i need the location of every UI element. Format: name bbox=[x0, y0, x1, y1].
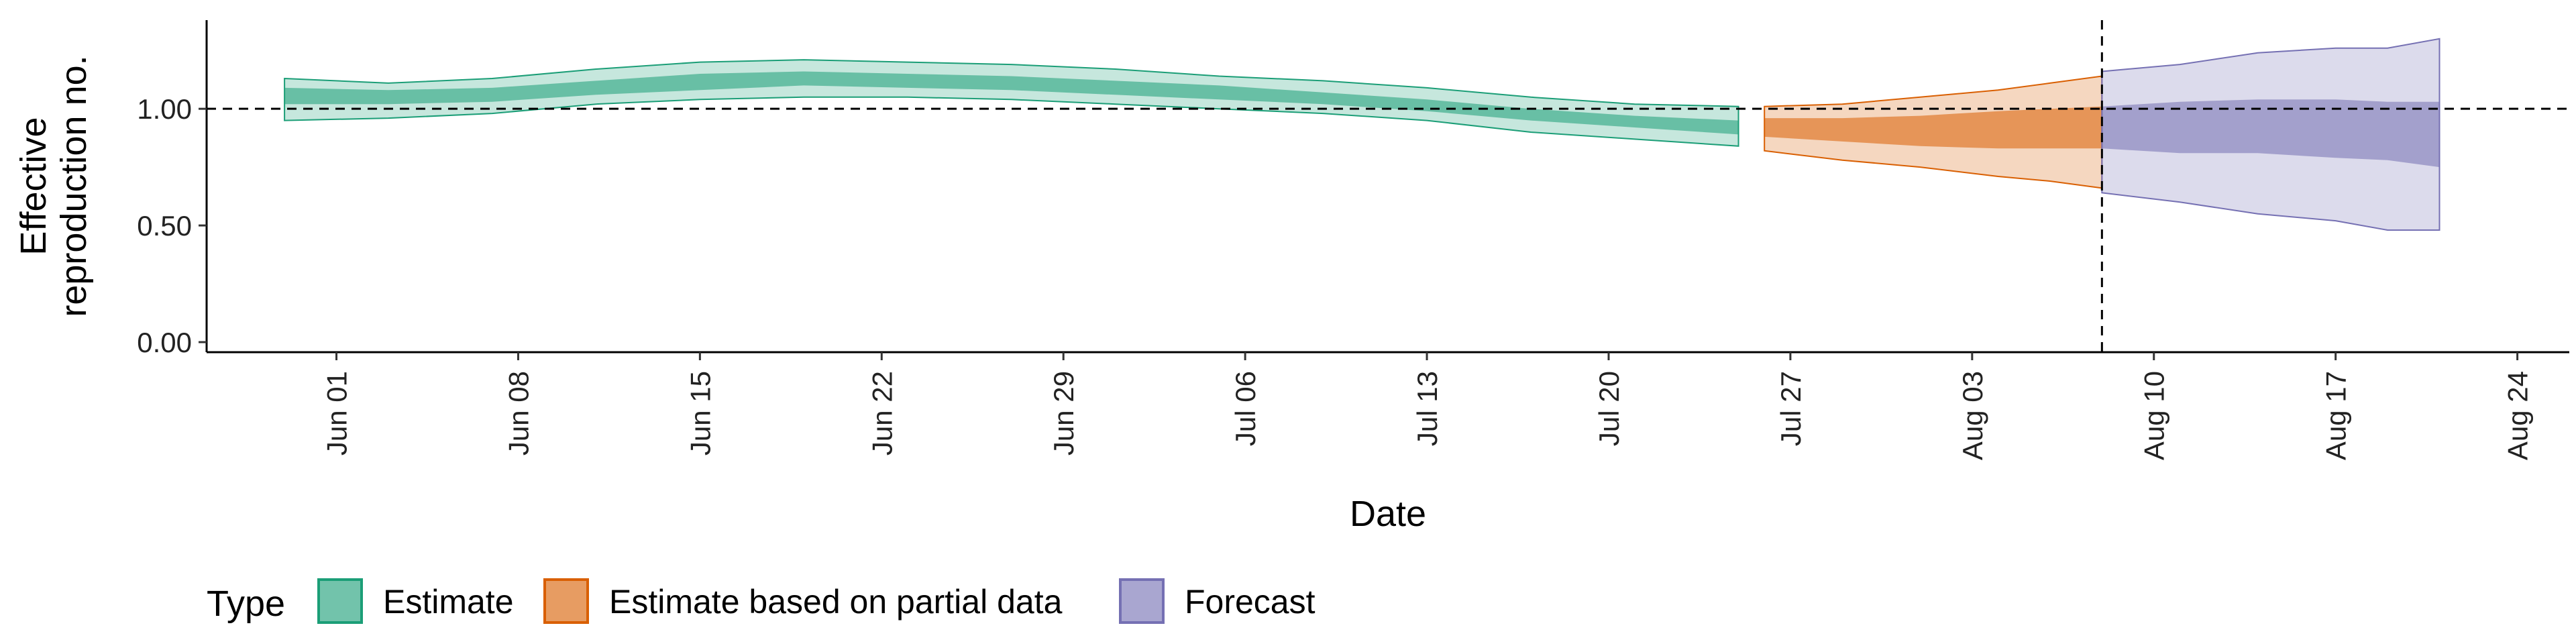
y-tick-label: 1.00 bbox=[137, 93, 192, 125]
x-tick-label: Jul 27 bbox=[1775, 371, 1807, 446]
x-tick-label: Jul 06 bbox=[1230, 371, 1261, 446]
y-ticks: 0.00 0.50 1.00 bbox=[137, 93, 207, 358]
series-0-inner-band bbox=[284, 71, 1739, 135]
x-tick-label: Jun 15 bbox=[684, 371, 716, 455]
series-0-outer-band bbox=[284, 59, 1739, 147]
series-2 bbox=[2101, 38, 2440, 231]
series-1 bbox=[1764, 75, 2103, 189]
legend: Type Estimate Estimate based on partial d… bbox=[207, 578, 1316, 624]
legend-key-2 bbox=[1119, 578, 1165, 624]
series-0 bbox=[284, 59, 1739, 147]
x-tick-label: Aug 10 bbox=[2139, 371, 2170, 460]
y-axis-title-line-1: Effective bbox=[13, 117, 54, 255]
series-2-inner-band bbox=[2102, 99, 2440, 168]
legend-title: Type bbox=[207, 584, 285, 624]
x-tick-label: Jun 22 bbox=[866, 371, 898, 455]
legend-item-2: Forecast bbox=[1119, 578, 1316, 624]
x-tick-label: Jun 01 bbox=[321, 371, 353, 455]
plot-area bbox=[207, 20, 2569, 352]
legend-key-0 bbox=[317, 578, 363, 624]
series-1-inner-band bbox=[1764, 106, 2102, 149]
x-tick-label: Aug 24 bbox=[2502, 371, 2534, 460]
legend-item-0: Estimate bbox=[317, 578, 514, 624]
legend-key-1 bbox=[543, 578, 589, 624]
x-tick-label: Jun 29 bbox=[1048, 371, 1079, 455]
legend-item-1: Estimate based on partial data bbox=[543, 578, 1063, 624]
x-tick-label: Jul 13 bbox=[1411, 371, 1443, 446]
y-tick-label: 0.00 bbox=[137, 327, 192, 358]
y-tick-label: 0.50 bbox=[137, 210, 192, 241]
y-axis-title-line-2: reproduction no. bbox=[54, 55, 94, 317]
x-axis-title: Date bbox=[1350, 494, 1426, 534]
axes: 0.000.501.00 Jun 01 Jun 08 Jun 15 Jun 22 Jun… bbox=[137, 20, 2569, 460]
legend-label-2: Forecast bbox=[1185, 583, 1316, 621]
x-tick-label: Jul 20 bbox=[1593, 371, 1625, 446]
x-tick-label: Aug 03 bbox=[1957, 371, 1988, 460]
x-ticks: Jun 01 Jun 08 Jun 15 Jun 22 Jun 29 Jul 06 Jul … bbox=[321, 352, 2534, 460]
legend-label-0: Estimate bbox=[383, 583, 514, 621]
x-tick-label: Aug 17 bbox=[2320, 371, 2352, 460]
legend-label-1: Estimate based on partial data bbox=[609, 583, 1063, 621]
x-tick-label: Jun 08 bbox=[502, 371, 534, 455]
